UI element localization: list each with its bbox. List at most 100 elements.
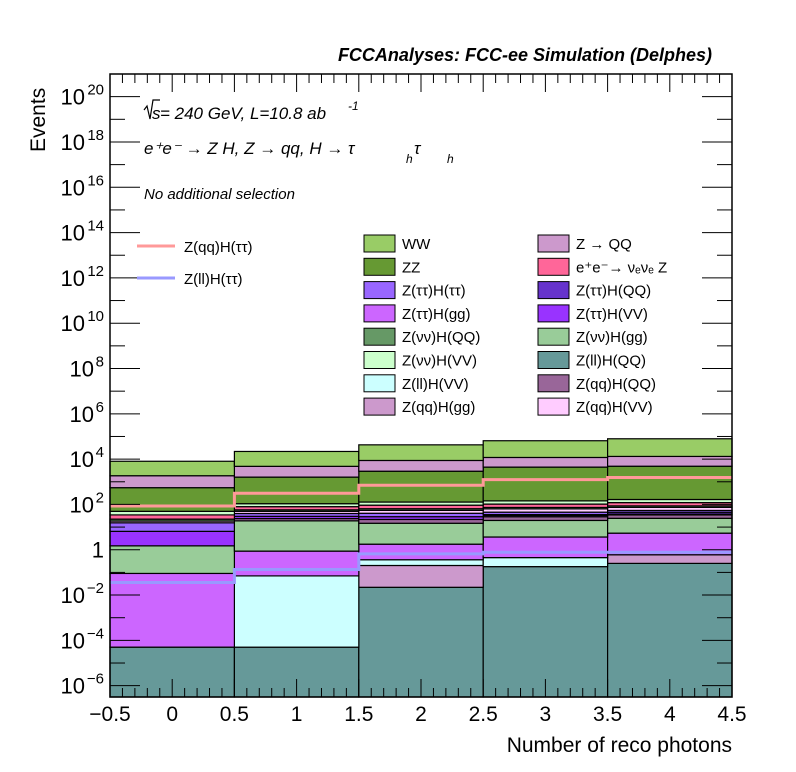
y-tick-exp: 8 [96,354,104,371]
stack-bar-z-h-gg--bin-2 [358,543,484,561]
y-tick-base: 10 [61,85,85,110]
stack-bar-z-h-gg--bin-1 [233,520,360,552]
stack-bar-zz-bin-1 [233,476,360,505]
legend-swatch [363,374,396,393]
legend-label: Z(νν)H(VV) [402,353,477,370]
y-tick-base: 10 [70,492,94,517]
legend-swatch [363,234,396,253]
legend-swatch [537,281,570,300]
y-tick-exp: 4 [96,444,104,461]
x-tick-label: 4.5 [717,703,746,726]
x-tick-label: 3.5 [593,703,622,726]
axis-ticks [109,73,733,697]
stack-bar-z-h-gg--bin-4 [606,517,733,534]
energy-text: = 240 GeV, L=10.8 ab [160,104,326,123]
stack-bar-ww-bin-2 [358,444,484,462]
y-tick-label: 410 [70,444,104,472]
annotation-process: e⁺e⁻ → Z H, Z → qq, H → τ h τ h [144,139,454,166]
stack-bars [109,438,733,698]
y-tick-exp: −6 [87,671,104,688]
chart-title: FCCAnalyses: FCC-ee Simulation (Delphes) [338,45,712,65]
y-tick-exp: 14 [87,218,104,235]
stack-bar-z-h-gg--bin-3 [482,519,609,538]
y-tick-labels: 2010181016101410121010108106104102101−21… [61,82,104,699]
x-tick-labels: −0.5 0 0.5 1 1.5 2 2.5 3 3.5 4 4.5 [89,703,746,726]
legend-swatch [537,234,570,253]
y-tick-exp: 6 [96,399,104,416]
stack-bar-ww-bin-1 [233,450,360,467]
legend-swatch [537,304,570,323]
x-tick-label: 2 [415,703,427,726]
x-axis-label: Number of reco photons [507,734,732,757]
x-tick-label: 2.5 [469,703,498,726]
stack-bar-z-h-gg--bin-3 [482,536,609,559]
process-sub2: h [447,152,454,166]
y-tick-base: 10 [61,674,85,699]
legend-label: Z(ll)H(QQ) [576,353,646,370]
y-tick-base: 10 [61,130,85,155]
legend-label: Z(ττ)H(VV) [576,306,648,323]
legend-swatch [363,281,396,300]
line-z-ll-h- [110,550,732,584]
annotation-energy: s = 240 GeV, L=10.8 ab -1 [143,99,359,123]
legend-label: Z(νν)H(gg) [576,329,648,346]
signal-lines [110,475,732,584]
stack-bar-z-qq-bin-4 [606,455,733,467]
y-tick-base: 10 [61,311,85,336]
stack-bar-z-qq-bin-3 [482,456,609,468]
y-tick-base: 10 [70,447,94,472]
legend-label: Z(ll)H(VV) [402,376,469,393]
stack-bar-z-h-gg--bin-2 [358,522,484,545]
annotation-selection: No additional selection [144,186,295,203]
legend-label: Z → QQ [576,236,632,253]
y-tick-base: 10 [61,221,85,246]
process-text: e⁺e⁻ → Z H, Z → qq, H → τ [144,139,356,158]
y-tick-base: 10 [61,628,85,653]
stack-bar-z-h--bin-0 [109,522,236,532]
x-tick-label: 3 [540,703,552,726]
legend-label: Z(qq)H(QQ) [576,376,656,393]
stack-bar-ww-bin-4 [606,438,733,458]
process-sub1: h [406,152,413,166]
stack-bar-zz-bin-4 [606,465,733,501]
y-tick-base: 10 [70,402,94,427]
y-tick-label: −610 [61,671,104,699]
y-tick-exp: 10 [87,308,104,325]
stack-bar-zz-bin-0 [109,487,236,512]
y-tick-label: 210 [70,489,104,517]
stack-bar-z-h-gg--bin-0 [109,572,236,648]
legend-line-label: Z(qq)H(ττ) [184,239,253,256]
stack-bar-ww-bin-0 [109,460,236,477]
x-tick-label: 0.5 [220,703,249,726]
line-z-qq-h- [110,475,732,508]
legend-label: ZZ [402,259,420,276]
stack-bar-z-h-vv--bin-0 [109,530,236,547]
y-tick-exp: 12 [87,263,104,280]
stack-bar-zz-bin-3 [482,466,609,502]
sqrt-symbol [143,99,160,120]
legend-label: Z(νν)H(QQ) [402,329,480,346]
legend-swatch [363,257,396,276]
stack-bar-z-qq-h-gg--bin-4 [606,554,733,564]
legend-line-label: Z(ll)H(ττ) [184,271,243,288]
y-tick-exp: −4 [87,625,104,642]
y-tick-base: 10 [61,266,85,291]
stack-bar-ww-bin-3 [482,440,609,459]
y-tick-label: 1 [92,538,104,563]
legend-label: Z(qq)H(VV) [576,399,653,416]
stack-bar-z-h-gg--bin-0 [109,545,236,575]
y-tick-exp: −2 [87,580,104,597]
stack-bar-e-e-z-bin-0 [109,514,236,520]
y-tick-exp: 18 [87,127,104,144]
legend-label: Z(ττ)H(QQ) [576,283,651,300]
stack-bar-z-ll-h-vv--bin-2 [358,559,484,567]
y-tick-exp: 16 [87,172,104,189]
stack-bar-z-ll-h-vv--bin-1 [233,575,360,648]
x-tick-label: 1.5 [344,703,373,726]
